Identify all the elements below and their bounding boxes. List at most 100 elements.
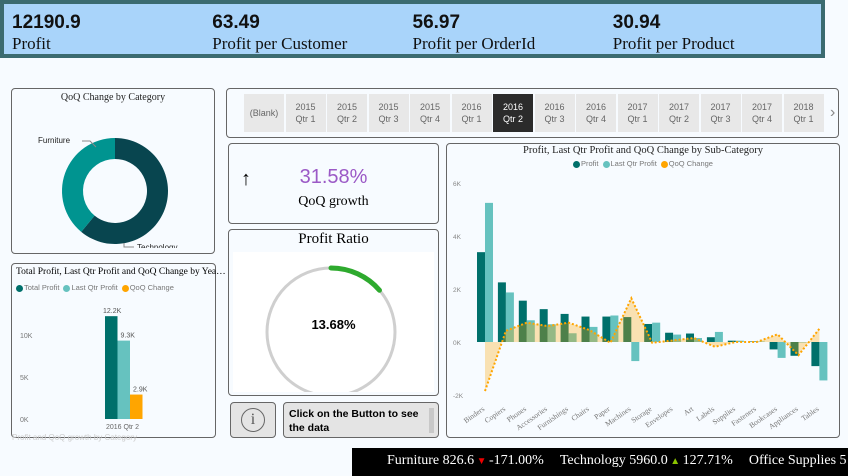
legend-item: Last Qtr Profit (602, 159, 657, 168)
bar-last-qtr-profit (756, 341, 765, 342)
bar-last-qtr-profit (117, 340, 130, 419)
subcategory-chart-card: Profit, Last Qtr Profit and QoQ Change b… (446, 143, 840, 438)
x-tick-label: Chairs (569, 404, 590, 423)
growth-value: 31.58% (299, 166, 368, 188)
kpi-value: 30.94 (612, 12, 661, 33)
gauge-title: Profit Ratio (298, 231, 369, 247)
bar-last-qtr-profit (714, 331, 723, 342)
slicer-item[interactable]: 2018 Qtr 1 (783, 94, 824, 132)
legend: Total Profit Last Qtr Profit QoQ Change (16, 283, 215, 292)
kpi-profit-per-customer: 63.49 Profit per Customer (212, 12, 412, 53)
growth-label: QoQ growth (298, 194, 369, 209)
legend: Profit Last Qtr Profit QoQ Change (447, 159, 839, 168)
year-bar-card: Total Profit, Last Qtr Profit and QoQ Ch… (11, 263, 226, 438)
ticker-value: Technology 5960.0 (559, 453, 668, 468)
data-label: 9.3K (121, 333, 136, 340)
slicer-item[interactable]: 2015 Qtr 3 (368, 94, 409, 132)
bar-profit (811, 342, 820, 367)
x-tick-label: 2016 Qtr 2 (106, 424, 139, 431)
slicer-item[interactable]: 2017 Qtr 2 (659, 94, 699, 132)
year-bar-chart: 0K 5K 10K 12.2K 9.3K 2.9K 2016 Qtr 2 (20, 308, 148, 431)
bar-profit (769, 342, 778, 350)
info-text-box: Click on the Button to see the data (283, 402, 439, 438)
legend-item: Profit (573, 159, 599, 168)
ticker-change: -171.00% (489, 453, 544, 468)
gauge-value: 13.68% (311, 317, 356, 332)
kpi-label: Profit per Customer (212, 34, 348, 53)
kpi-profit-per-order: 56.97 Profit per OrderId (412, 12, 613, 53)
bar-profit (581, 316, 590, 342)
bar-profit (686, 333, 694, 342)
chart-title: QoQ Change by Category (60, 92, 166, 103)
y-tick-label: 0K (453, 340, 462, 347)
bar-profit (644, 323, 653, 342)
watermark-text: Profit and QoQ growth by Category (12, 433, 137, 442)
bar-last-qtr-profit (568, 333, 577, 342)
y-tick-label: 4K (453, 234, 462, 241)
slicer-item[interactable]: 2015 Qtr 1 (285, 94, 326, 132)
bar-last-qtr-profit (631, 342, 640, 362)
bar-profit (560, 313, 569, 342)
bar-profit (623, 317, 632, 342)
bar-last-qtr-profit (777, 342, 786, 358)
bar-profit (602, 316, 611, 342)
slicer-item[interactable]: 2016 Qtr 3 (534, 94, 575, 132)
qoq-growth-card: ↑ 31.58% QoQ growth (228, 143, 439, 224)
slicer-item[interactable]: 2015 Qtr 2 (327, 94, 367, 132)
bar-profit (790, 342, 799, 356)
bar-profit (706, 337, 715, 342)
donut-slice-technology (81, 138, 169, 244)
quarter-slicer: (Blank) 2015 Qtr 1 2015 Qtr 2 2015 Qtr 3 201… (226, 88, 839, 138)
kpi-value: 56.97 (412, 12, 461, 33)
info-icon: i (241, 408, 265, 432)
qoq-line (484, 295, 821, 392)
bar-last-qtr-profit (673, 334, 682, 342)
slicer-item[interactable]: 2017 Qtr 4 (742, 94, 782, 132)
slicer-item[interactable]: 2016 Qtr 2 (493, 94, 533, 132)
data-label: 2.9K (133, 387, 148, 394)
x-tick-label: Copiers (483, 404, 507, 425)
leader-line (82, 140, 97, 148)
bar-profit (665, 332, 674, 342)
y-tick-label: 2K (453, 287, 462, 294)
subcategory-bar-chart: -2K0K2K4K6KBindersCopiersPhonesAccessori… (453, 181, 828, 432)
legend-item: QoQ Change (121, 283, 174, 292)
gauge-fill (328, 265, 382, 293)
slice-label: Technology (137, 243, 177, 248)
scrollbar[interactable] (429, 408, 434, 433)
ticker-item: Furniture 826.6 ▼ -171.00% (387, 453, 544, 468)
arrow-up-icon: ↑ (241, 168, 251, 190)
chart-title: Total Profit, Last Qtr Profit and QoQ Ch… (16, 267, 226, 277)
legend-item: Total Profit (16, 283, 59, 292)
ticker-item: Technology 5960.0 ▲ 127.71% (560, 453, 733, 468)
slicer-item[interactable]: 2017 Qtr 1 (617, 94, 658, 132)
slicer-item[interactable]: 2016 Qtr 1 (451, 94, 492, 132)
bar-last-qtr-profit (735, 340, 744, 342)
bar-last-qtr-profit (652, 322, 661, 342)
bar-profit (518, 300, 527, 342)
donut-chart: Furniture Technology (38, 136, 177, 252)
slicer-item[interactable]: 2015 Qtr 4 (410, 94, 450, 132)
info-text: Click on the Button to see the data (289, 408, 419, 434)
slicer-item[interactable]: 2017 Qtr 3 (700, 94, 741, 132)
bar-last-qtr-profit (505, 292, 514, 342)
category-ticker: Furniture 826.6 ▼ -171.00% Technology 596… (352, 448, 848, 476)
bar-last-qtr-profit (485, 202, 493, 342)
chevron-right-icon[interactable]: › (830, 104, 836, 121)
bar-last-qtr-profit (798, 342, 807, 343)
ticker-change: 127.71% (682, 453, 733, 468)
qoq-area (485, 298, 820, 392)
kpi-value: 12190.9 (12, 12, 81, 33)
kpi-label: Profit per Product (612, 34, 735, 53)
kpi-banner: 12190.9 Profit 63.49 Profit per Customer 5… (0, 0, 825, 58)
donut-card: QoQ Change by Category Furniture Technolo… (11, 88, 215, 254)
profit-ratio-card: Profit Ratio 13.68% (228, 229, 439, 396)
ticker-value: Office Supplies 5 (748, 453, 847, 468)
y-tick-label: -2K (453, 393, 464, 400)
y-tick-label: 10K (20, 333, 33, 340)
info-button[interactable]: i (230, 402, 276, 438)
profit-ratio-gauge (233, 252, 434, 392)
slicer-item[interactable]: 2016 Qtr 4 (576, 94, 616, 132)
leader-line (123, 243, 134, 248)
slicer-item[interactable]: (Blank) (244, 94, 284, 132)
